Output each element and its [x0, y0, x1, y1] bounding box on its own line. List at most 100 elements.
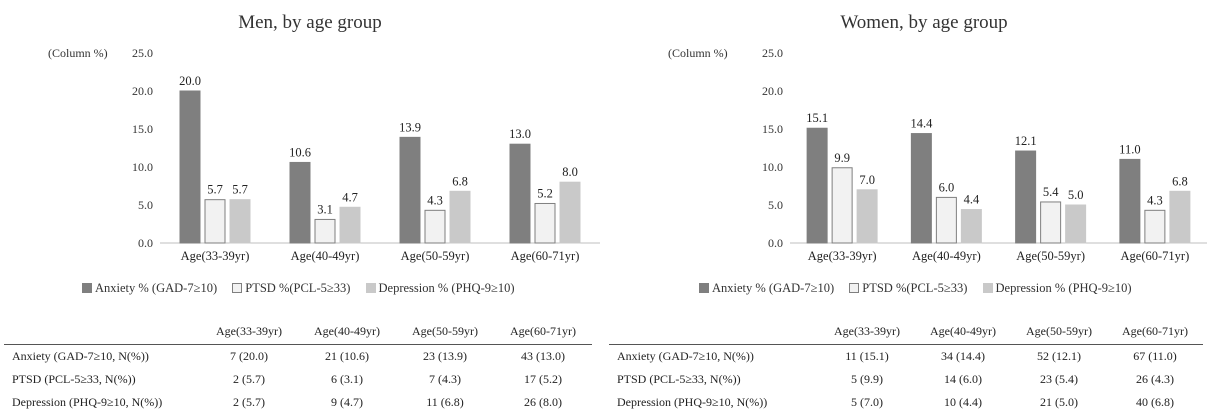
legend-item-anxiety: Anxiety % (GAD-7≥10) — [699, 281, 834, 295]
table-header: Age(33-39yr) — [834, 323, 900, 338]
bar-anxiety — [509, 143, 531, 244]
data-label-anxiety: 12.1 — [1015, 134, 1037, 148]
bar-ptsd — [534, 202, 556, 244]
table-header: Age(40-49yr) — [314, 323, 380, 338]
data-label-anxiety: 15.1 — [806, 111, 828, 125]
y-tick-label: 25.0 — [762, 46, 783, 60]
table-header-row: Age(33-39yr) Age(40-49yr) Age(50-59yr) A… — [609, 318, 1203, 345]
table-header: Age(60-71yr) — [510, 323, 576, 338]
row-label: Anxiety (GAD-7≥10, N(%)) — [4, 344, 200, 368]
bar-ptsd — [1040, 201, 1062, 244]
y-tick-label: 10.0 — [762, 160, 783, 174]
table-cell: 11 (15.1) — [819, 344, 915, 368]
bar-depression — [559, 181, 581, 244]
table-header: Age(33-39yr) — [216, 323, 282, 338]
bar-anxiety — [179, 90, 201, 244]
x-category-label: Age(60-71yr) — [511, 249, 580, 263]
y-tick-label: 20.0 — [132, 84, 153, 98]
table-cell: 23 (5.4) — [1040, 372, 1078, 386]
legend-label-anxiety: Anxiety % (GAD-7≥10) — [95, 281, 218, 295]
men-legend: Anxiety % (GAD-7≥10) PTSD %(PCL-5≥33) De… — [82, 281, 527, 296]
x-category-label: Age(33-39yr) — [181, 249, 250, 263]
table-cell: 26 (8.0) — [524, 395, 562, 409]
men-panel: Men, by age group (Column %) 0.0 5.0 10.0 15.… — [0, 0, 600, 416]
bar-ptsd — [935, 196, 957, 244]
y-unit-label: (Column %) — [668, 46, 728, 60]
bar-depression — [339, 206, 361, 244]
data-label-anxiety: 14.4 — [910, 117, 933, 131]
women-bar-chart: Women, by age group (Column %) 0.0 5.0 10.0 1… — [668, 12, 1207, 263]
bar-depression — [229, 199, 251, 244]
bar-anxiety — [289, 161, 311, 244]
data-label-depression: 6.8 — [1172, 174, 1188, 188]
legend-label-anxiety: Anxiety % (GAD-7≥10) — [712, 281, 835, 295]
legend-label-ptsd: PTSD %(PCL-5≥33) — [862, 281, 968, 295]
table-cell: 67 (11.0) — [1107, 344, 1203, 368]
bar-depression — [449, 190, 471, 244]
data-label-anxiety: 10.6 — [289, 145, 311, 159]
data-label-ptsd: 6.0 — [939, 180, 955, 194]
data-label-ptsd: 5.4 — [1043, 185, 1059, 199]
bar-depression — [960, 209, 982, 244]
table-cell: 26 (4.3) — [1136, 372, 1174, 386]
table-cell: 5 (9.9) — [851, 372, 883, 386]
legend-swatch-anxiety — [699, 283, 709, 293]
bar-ptsd — [831, 167, 853, 244]
bar-anxiety — [1015, 150, 1037, 244]
data-label-depression: 5.7 — [232, 183, 248, 197]
bar-ptsd — [1144, 209, 1166, 244]
data-label-anxiety: 20.0 — [179, 74, 201, 88]
row-label: PTSD (PCL-5≥33, N(%)) — [12, 372, 136, 386]
bar-ptsd — [424, 209, 446, 244]
table-corner — [609, 318, 819, 345]
legend-label-ptsd: PTSD %(PCL-5≥33) — [245, 281, 351, 295]
bar-anxiety — [910, 133, 932, 244]
table-header: Age(40-49yr) — [930, 323, 996, 338]
chart-title: Men, by age group — [238, 12, 382, 33]
table-cell: 2 (5.7) — [233, 395, 265, 409]
table-cell: 43 (13.0) — [494, 344, 592, 368]
table-header: Age(50-59yr) — [1026, 323, 1092, 338]
legend-swatch-depression — [365, 283, 376, 293]
legend-swatch-ptsd — [232, 283, 243, 293]
row-label: PTSD (PCL-5≥33, N(%)) — [617, 372, 741, 386]
table-row-anxiety: Anxiety (GAD-7≥10, N(%)) 11 (15.1) 34 (1… — [609, 344, 1203, 368]
table-cell: 21 (10.6) — [298, 344, 396, 368]
y-tick-label: 15.0 — [132, 122, 153, 136]
bar-ptsd — [204, 199, 226, 244]
chart-title: Women, by age group — [840, 12, 1007, 33]
bar-anxiety — [1119, 158, 1141, 244]
y-tick-label: 20.0 — [762, 84, 783, 98]
x-category-label: Age(50-59yr) — [1016, 249, 1085, 263]
legend-item-ptsd: PTSD %(PCL-5≥33) — [232, 281, 350, 295]
x-category-label: Age(50-59yr) — [401, 249, 470, 263]
table-cell: 17 (5.2) — [524, 372, 562, 386]
y-tick-label: 0.0 — [138, 236, 153, 250]
y-tick-label: 25.0 — [132, 46, 153, 60]
legend-item-depression: Depression % (PHQ-9≥10) — [982, 281, 1132, 295]
data-label-depression: 5.0 — [1068, 188, 1084, 202]
table-header-row: Age(33-39yr) Age(40-49yr) Age(50-59yr) A… — [4, 318, 592, 345]
table-row-depression: Depression (PHQ-9≥10, N(%)) 2 (5.7) 9 (4… — [4, 391, 592, 414]
data-label-ptsd: 5.2 — [537, 186, 553, 200]
data-label-anxiety: 11.0 — [1119, 142, 1140, 156]
bar-depression — [1169, 190, 1191, 244]
table-cell: 7 (4.3) — [429, 372, 461, 386]
data-label-ptsd: 9.9 — [834, 151, 850, 165]
legend-swatch-ptsd — [849, 283, 860, 293]
bar-ptsd — [314, 218, 336, 244]
y-tick-label: 15.0 — [762, 122, 783, 136]
y-tick-label: 5.0 — [768, 198, 783, 212]
bar-anxiety — [806, 127, 828, 244]
x-category-label: Age(33-39yr) — [808, 249, 877, 263]
data-label-depression: 4.4 — [964, 193, 980, 207]
legend-swatch-anxiety — [82, 283, 92, 293]
legend-item-anxiety: Anxiety % (GAD-7≥10) — [82, 281, 217, 295]
x-category-label: Age(60-71yr) — [1121, 249, 1190, 263]
data-label-ptsd: 4.3 — [1147, 193, 1163, 207]
table-row-depression: Depression (PHQ-9≥10, N(%)) 5 (7.0) 10 (… — [609, 391, 1203, 414]
table-corner — [4, 318, 200, 345]
table-row-ptsd: PTSD (PCL-5≥33, N(%)) 5 (9.9) 14 (6.0) 2… — [609, 368, 1203, 391]
data-label-anxiety: 13.0 — [509, 127, 531, 141]
y-tick-label: 10.0 — [132, 160, 153, 174]
